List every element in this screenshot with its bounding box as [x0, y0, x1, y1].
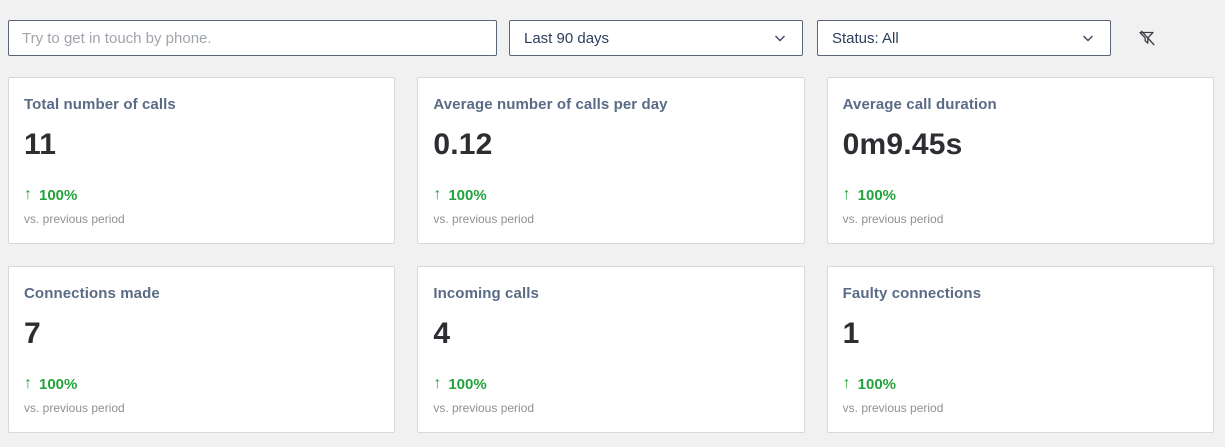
card-title: Incoming calls [433, 285, 539, 302]
card-value: 7 [24, 317, 41, 350]
filter-toolbar: Last 90 days Status: All [8, 20, 1214, 56]
card-value: 4 [433, 317, 451, 350]
card-title: Faulty connections [842, 285, 982, 302]
date-range-dropdown[interactable]: Last 90 days [509, 20, 803, 56]
card-title: Average call duration [842, 96, 997, 113]
arrow-up-icon: ↑ [24, 186, 32, 203]
filter-clear-icon [1137, 28, 1158, 49]
arrow-up-icon: ↑ [842, 186, 851, 203]
status-value: Status: All [832, 29, 899, 47]
trend-change: 100% [448, 186, 487, 204]
trend-change: 100% [448, 375, 487, 393]
arrow-up-icon: ↑ [433, 186, 442, 203]
card-value: 0m9.45s [842, 128, 963, 161]
comparison-label: vs. previous period [24, 212, 125, 226]
card-title: Connections made [24, 285, 160, 302]
comparison-label: vs. previous period [433, 212, 535, 226]
card-average-calls-per-day: Average number of calls per day 0.12 ↑ 1… [417, 77, 805, 244]
arrow-up-icon: ↑ [24, 375, 32, 392]
chevron-down-icon [772, 30, 788, 46]
trend-indicator: ↑ 100% [24, 375, 378, 393]
date-range-value: Last 90 days [524, 29, 610, 47]
card-connections-made: Connections made 7 ↑ 100% vs. previous p… [8, 266, 396, 433]
status-dropdown[interactable]: Status: All [817, 20, 1111, 56]
card-title: Total number of calls [24, 96, 176, 113]
trend-indicator: ↑ 100% [843, 375, 1197, 393]
card-incoming-calls: Incoming calls 4 ↑ 100% vs. previous per… [417, 266, 805, 433]
chevron-down-icon [1080, 30, 1096, 46]
stats-card-grid: Total number of calls 11 ↑ 100% vs. prev… [8, 77, 1214, 433]
card-value: 11 [24, 128, 57, 161]
search-input[interactable] [8, 20, 497, 56]
card-value: 1 [842, 317, 860, 350]
comparison-label: vs. previous period [24, 401, 125, 415]
trend-indicator: ↑ 100% [843, 186, 1197, 204]
comparison-label: vs. previous period [842, 401, 944, 415]
trend-indicator: ↑ 100% [433, 186, 787, 204]
trend-change: 100% [39, 375, 78, 393]
arrow-up-icon: ↑ [842, 375, 851, 392]
card-title: Average number of calls per day [433, 96, 668, 113]
trend-change: 100% [857, 375, 897, 393]
trend-indicator: ↑ 100% [24, 186, 378, 204]
card-total-number-of-calls: Total number of calls 11 ↑ 100% vs. prev… [8, 77, 396, 244]
trend-change: 100% [857, 186, 897, 204]
card-value: 0.12 [433, 128, 493, 161]
trend-change: 100% [39, 186, 78, 204]
comparison-label: vs. previous period [842, 212, 944, 226]
trend-indicator: ↑ 100% [433, 375, 787, 393]
clear-filters-button[interactable] [1131, 22, 1163, 54]
arrow-up-icon: ↑ [433, 375, 442, 392]
comparison-label: vs. previous period [433, 401, 535, 415]
card-faulty-connections: Faulty connections 1 ↑ 100% vs. previous… [826, 266, 1214, 433]
card-average-call-duration: Average call duration 0m9.45s ↑ 100% vs.… [826, 77, 1214, 244]
